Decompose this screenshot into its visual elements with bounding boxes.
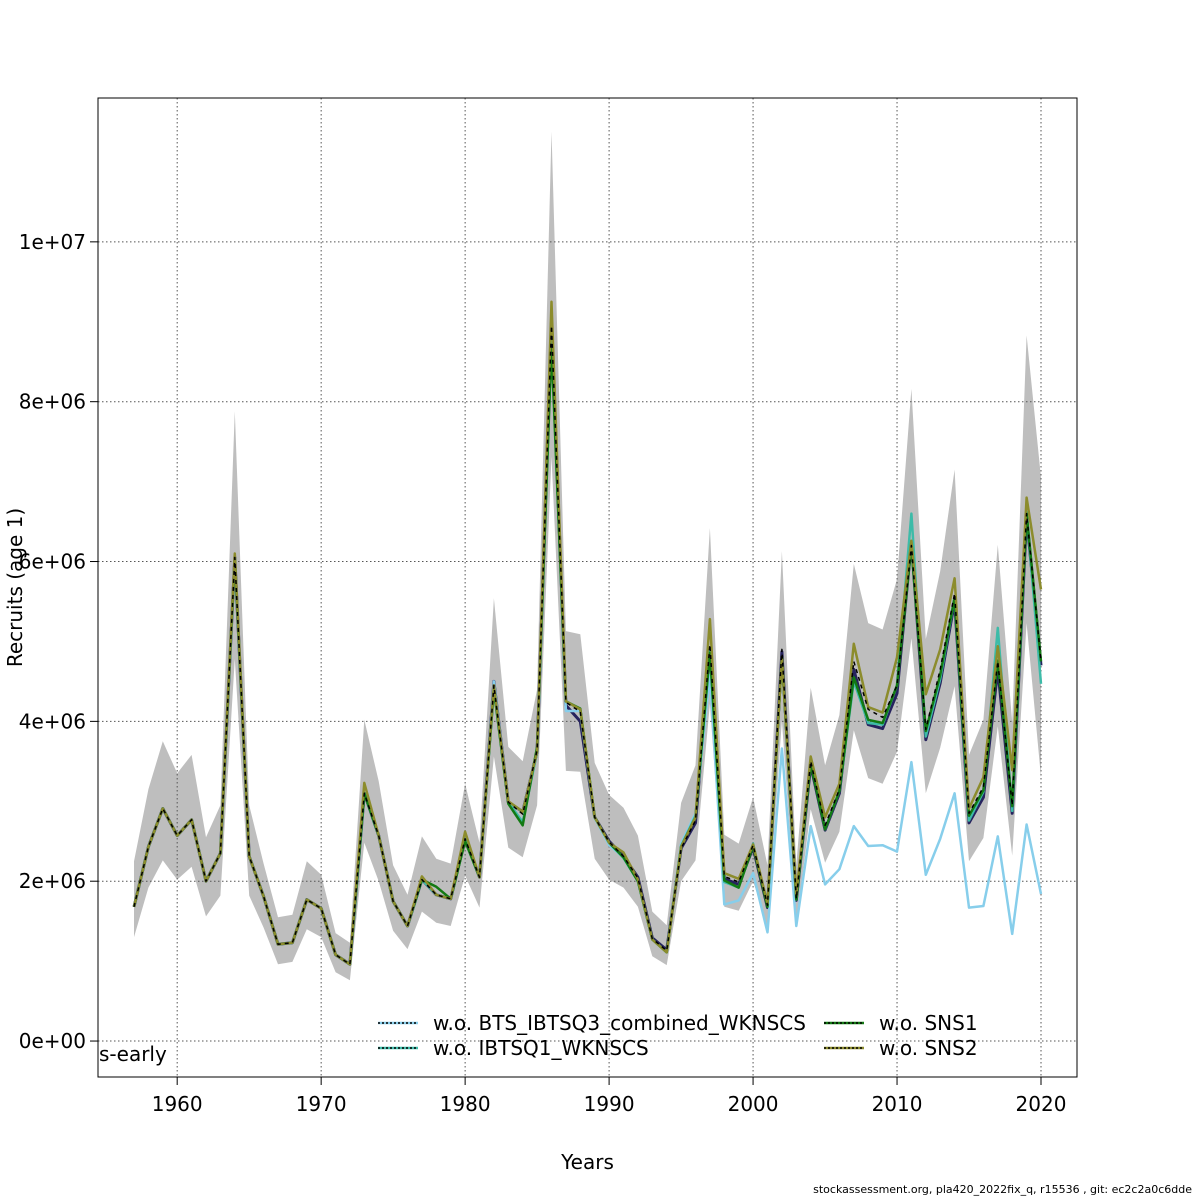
y-tick-label-4: 8e+06	[19, 390, 86, 414]
y-tick-label-3: 6e+06	[19, 550, 86, 574]
legend-label-0: w.o. BTS_IBTSQ3_combined_WKNSCS	[433, 1011, 806, 1035]
series-line-5	[133, 325, 1042, 966]
series-layer	[132, 300, 1043, 966]
confidence-band-layer	[134, 131, 1041, 981]
y-tick-label-5: 1e+07	[19, 230, 86, 254]
s-early-annotation: s-early	[99, 1042, 167, 1066]
y-tick-label-0: 0e+00	[19, 1029, 86, 1053]
x-tick-label-1990: 1990	[584, 1092, 635, 1116]
plot-frame	[97, 97, 1078, 1078]
y-axis-label: Recruits (age 1)	[3, 508, 27, 667]
x-tick-label-1970: 1970	[296, 1092, 347, 1116]
x-tick-label-2010: 2010	[872, 1092, 923, 1116]
confidence-band	[134, 131, 1041, 981]
x-tick-label-1980: 1980	[440, 1092, 491, 1116]
legend-label-3: w.o. SNS2	[879, 1036, 978, 1060]
footer-credit: stockassessment.org, pla420_2022fix_q, r…	[813, 1183, 1192, 1196]
legend-label-1: w.o. IBTSQ1_WKNSCS	[433, 1036, 649, 1060]
axis-layer: 1960 1970 1980 1990 2000 2010 2020 0e+00 2e+06 4e…	[19, 230, 1067, 1116]
x-tick-label-1960: 1960	[152, 1092, 203, 1116]
grid-layer	[98, 98, 1077, 1077]
x-tick-label-2000: 2000	[728, 1092, 779, 1116]
y-tick-label-1: 2e+06	[19, 869, 86, 893]
x-tick-label-2020: 2020	[1016, 1092, 1067, 1116]
y-tick-label-2: 4e+06	[19, 709, 86, 733]
x-axis-label: Years	[560, 1150, 614, 1174]
legend-label-2: w.o. SNS1	[879, 1011, 978, 1035]
